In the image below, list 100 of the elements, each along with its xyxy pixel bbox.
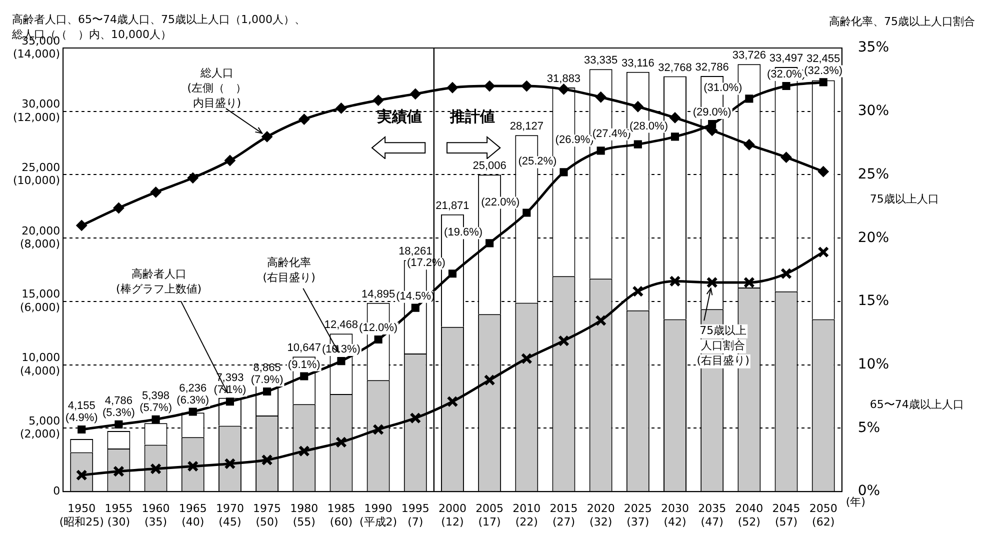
x-tick-label: 2045 (57) [772, 502, 800, 528]
total-label: 32,786 [695, 62, 729, 74]
point [78, 425, 86, 434]
data-label: (31.0%) [704, 82, 742, 94]
total-label: 33,116 [621, 57, 654, 70]
point [188, 408, 197, 416]
data-label: (5.7%) [140, 402, 172, 414]
y3-tick-label: (10,000) [12, 174, 60, 188]
y2-tick-label: 20% [858, 230, 890, 246]
y2-tick-label: 10% [858, 356, 890, 372]
data-label: (5.3%) [102, 406, 135, 419]
total-label: 14,895 [361, 288, 396, 300]
total-label: 10,647 [287, 342, 321, 354]
point [337, 357, 346, 366]
data-label: (19.6%) [444, 226, 483, 239]
x-tick-label: 1995 (7) [401, 502, 430, 528]
annotation: 75歳以上人口割合(右目盛り) [696, 324, 750, 368]
point [595, 314, 607, 326]
y3-tick-label: (4,000) [20, 364, 60, 378]
point [410, 412, 422, 424]
total-label: 4,786 [104, 394, 132, 407]
point [298, 445, 310, 457]
y3-tick-label: (6,000) [20, 300, 60, 314]
y-tick-label: 30,000 [22, 98, 60, 111]
y-tick-label: 5,000 [28, 414, 60, 428]
x-tick-label: 2015 (27) [550, 502, 578, 528]
x-tick-label: 1955 (30) [104, 502, 133, 528]
x-tick-label: 1980 (55) [290, 502, 318, 528]
x-tick-label: 2000 (12) [438, 502, 466, 528]
total-label: 33,497 [769, 52, 804, 65]
x-tick-label: 1985 (60) [327, 502, 356, 528]
data-label: (4.9%) [65, 412, 98, 424]
point [486, 239, 494, 248]
point [818, 246, 830, 258]
point [819, 78, 828, 86]
point [224, 458, 236, 470]
point [706, 276, 718, 288]
point [187, 460, 199, 472]
total-label: 31,883 [546, 73, 581, 86]
point [300, 372, 308, 380]
point [560, 168, 568, 176]
y-tick-label: 20,000 [22, 224, 60, 238]
text: 65〜74歳以上人口 [870, 398, 964, 412]
point [558, 335, 570, 347]
total-label: 25,006 [472, 160, 506, 172]
point [632, 286, 644, 298]
point [335, 436, 347, 448]
text: 75歳以上人口 [870, 192, 939, 206]
data-label: (12.0%) [359, 322, 398, 334]
annotation: 高齢化率(右目盛り) [262, 256, 316, 284]
x-tick-label: 1965 (40) [178, 502, 207, 528]
x-axis-title: (年) [846, 495, 866, 508]
point [520, 352, 532, 364]
point [743, 276, 755, 288]
total-label: 33,726 [732, 50, 766, 62]
total-label: 32,455 [806, 52, 840, 65]
data-label: (28.0%) [629, 120, 668, 132]
point [114, 420, 123, 428]
x-tick-label: 1990 (平成2) [360, 502, 398, 528]
point [745, 94, 754, 103]
x-tick-label: 2010 (22) [512, 502, 541, 528]
point [374, 335, 382, 344]
total-label: 28,127 [510, 120, 544, 133]
x-tick-label: 1950 (昭和25) [59, 502, 104, 528]
point [782, 82, 790, 90]
y-tick-label: 15,000 [22, 288, 60, 301]
total-label: 33,335 [584, 54, 618, 67]
y3-tick-label: (14,000) [12, 47, 60, 60]
total-label: 4,155 [68, 400, 96, 412]
y2-tick-label: 5% [858, 420, 880, 436]
x-tick-label: 2050 (62) [809, 502, 838, 528]
y2-tick-label: 30% [858, 103, 890, 120]
x-tick-label: 2035 (47) [698, 502, 726, 528]
y2-tick-label: 25% [858, 166, 890, 182]
point [780, 268, 792, 280]
y-tick-label: 0 [53, 484, 60, 498]
x-tick-label: 1975 (50) [253, 502, 282, 528]
point [372, 424, 384, 436]
y2-tick-label: 35% [858, 40, 890, 56]
data-label: (14.5%) [396, 290, 435, 302]
x-tick-label: 2020 (32) [586, 502, 615, 528]
annotation: 総人口(左側（ ）内目盛り) [187, 66, 247, 110]
data-label: (9.1%) [288, 358, 320, 371]
y-tick-label: 25,000 [22, 161, 60, 174]
total-label: 5,398 [142, 390, 170, 402]
point [669, 275, 681, 287]
data-label: (27.4%) [592, 128, 631, 140]
total-label: 21,871 [436, 200, 470, 212]
data-label: (25.2%) [518, 156, 557, 168]
point [670, 132, 680, 141]
data-label: (29.0%) [692, 106, 732, 119]
total-label: 32,768 [658, 62, 692, 74]
y-tick-label: 10,000 [22, 351, 60, 364]
data-label: (7.9%) [250, 374, 284, 386]
data-label: (6.3%) [176, 394, 210, 406]
point [226, 398, 234, 406]
point [261, 454, 273, 466]
x-tick-label: 1960 (35) [142, 502, 170, 528]
point [446, 396, 458, 408]
y3-tick-label: (8,000) [20, 238, 60, 251]
